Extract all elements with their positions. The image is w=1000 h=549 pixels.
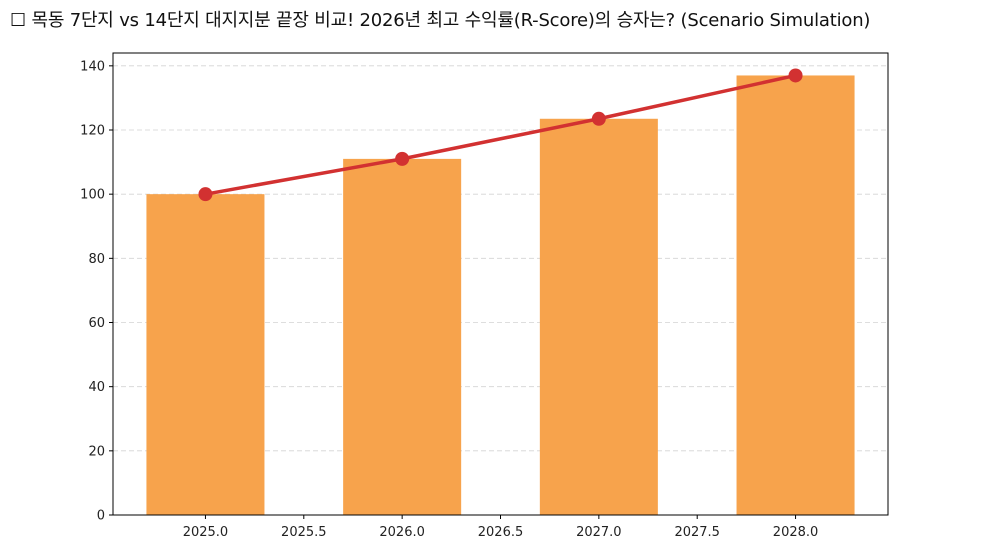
x-tick-label: 2028.0 bbox=[773, 525, 819, 540]
x-tick-label: 2025.5 bbox=[281, 525, 327, 540]
y-tick-label: 60 bbox=[88, 316, 105, 331]
bar bbox=[736, 75, 855, 515]
line-marker bbox=[395, 151, 410, 166]
line-marker bbox=[591, 111, 606, 126]
x-tick-label: 2026.5 bbox=[478, 525, 524, 540]
bar bbox=[146, 194, 265, 515]
x-tick-label: 2027.5 bbox=[674, 525, 720, 540]
x-tick-label: 2025.0 bbox=[183, 525, 229, 540]
line-marker bbox=[788, 68, 803, 83]
y-tick-label: 80 bbox=[88, 252, 105, 267]
y-tick-label: 100 bbox=[80, 188, 105, 203]
trend-line bbox=[205, 73, 796, 196]
y-tick-label: 40 bbox=[88, 380, 105, 395]
chart-title: ☐ 목동 7단지 vs 14단지 대지지분 끝장 비교! 2026년 최고 수익… bbox=[10, 10, 871, 31]
y-tick-label: 120 bbox=[80, 124, 105, 139]
bar bbox=[539, 118, 658, 515]
line-marker bbox=[198, 187, 213, 202]
x-tick-label: 2027.0 bbox=[576, 525, 622, 540]
y-tick-label: 0 bbox=[97, 509, 105, 524]
y-tick-label: 20 bbox=[88, 444, 105, 459]
y-tick-label: 140 bbox=[80, 59, 105, 74]
bar bbox=[343, 158, 462, 515]
x-tick-label: 2026.0 bbox=[379, 525, 425, 540]
